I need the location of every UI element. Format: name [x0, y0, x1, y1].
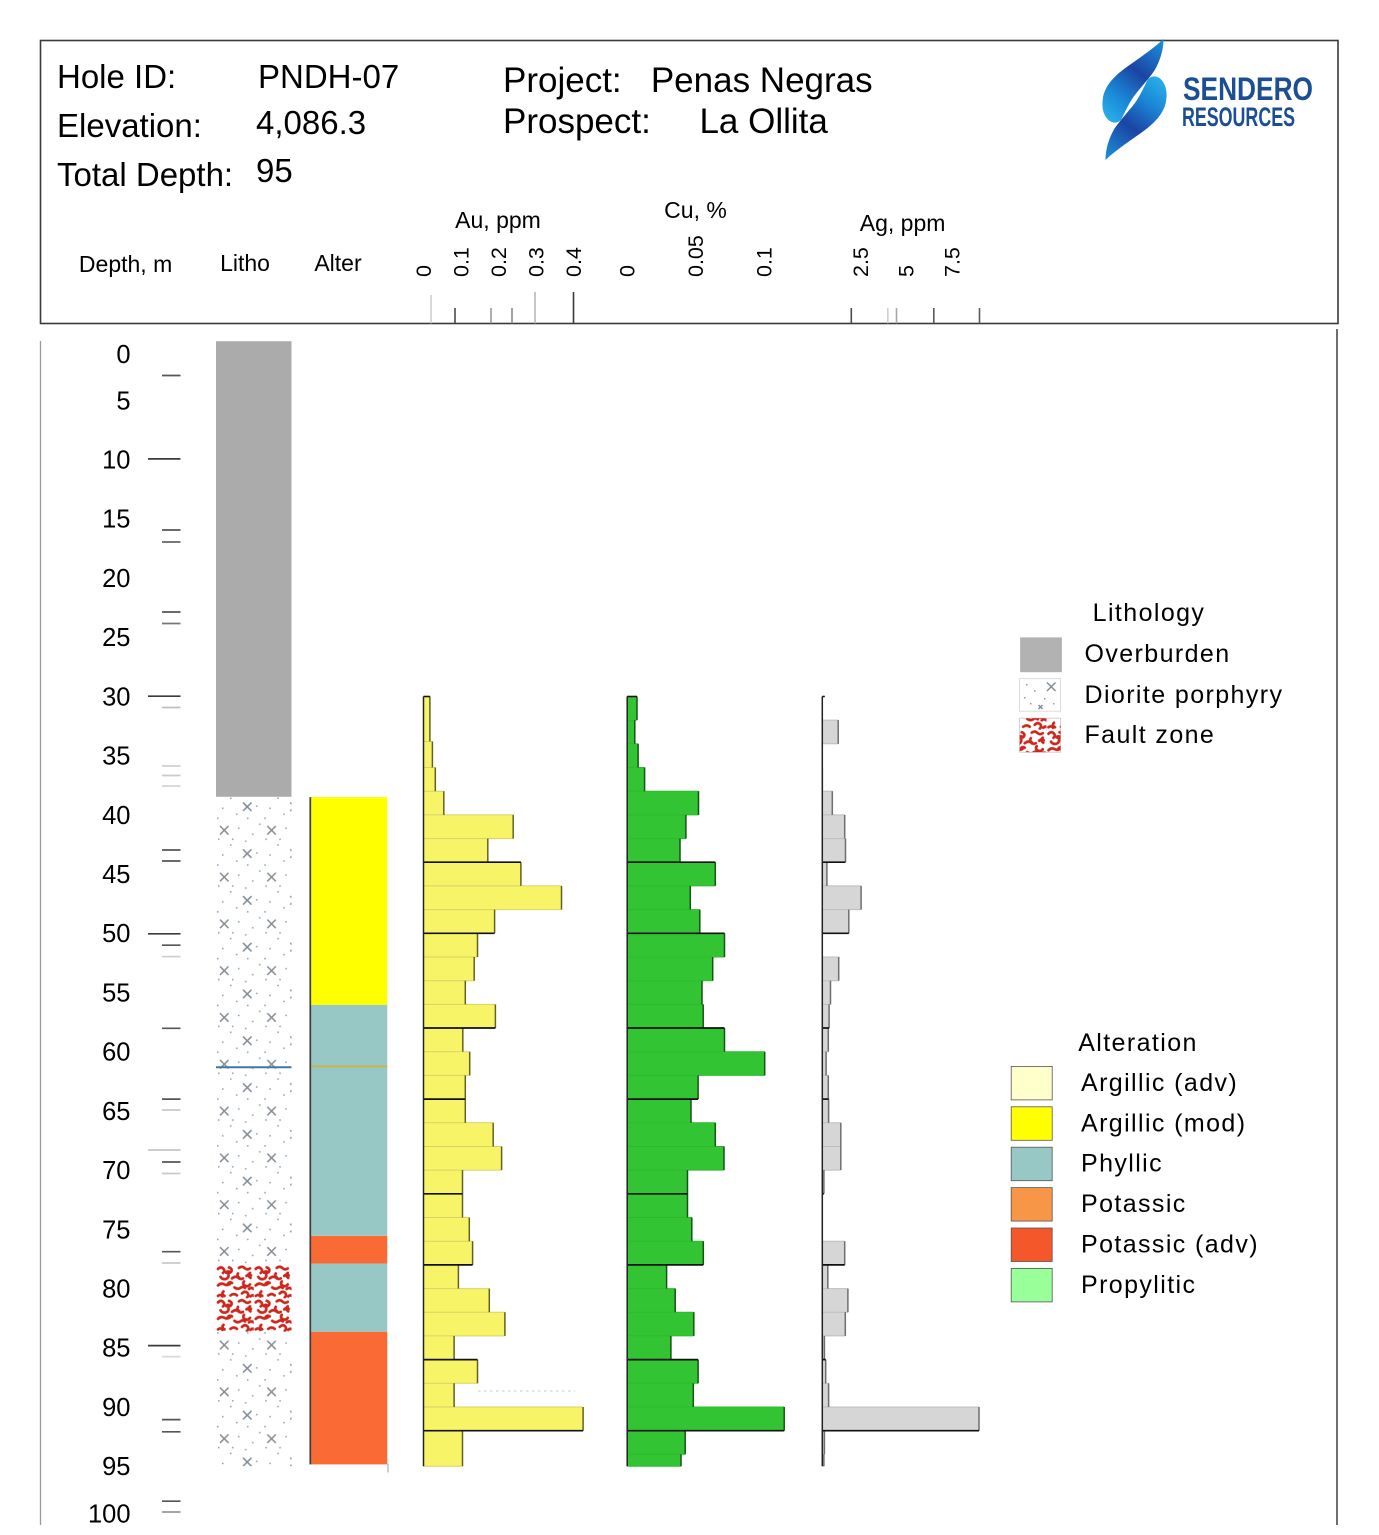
- svg-text:RESOURCES: RESOURCES: [1182, 102, 1295, 132]
- svg-text:Alteration: Alteration: [1078, 1029, 1198, 1057]
- svg-text:5: 5: [116, 387, 130, 415]
- svg-text:0.2: 0.2: [487, 247, 511, 277]
- svg-text:Overburden: Overburden: [1085, 640, 1231, 668]
- svg-text:Potassic (adv): Potassic (adv): [1081, 1231, 1259, 1259]
- svg-text:10: 10: [102, 447, 130, 475]
- svg-text:80: 80: [102, 1276, 130, 1304]
- svg-text:Diorite porphyry: Diorite porphyry: [1085, 681, 1284, 709]
- svg-text:Potassic: Potassic: [1081, 1190, 1187, 1218]
- svg-text:0: 0: [616, 265, 640, 277]
- svg-text:Total Depth:: Total Depth:: [57, 156, 233, 193]
- svg-text:2.5: 2.5: [849, 247, 873, 277]
- svg-text:Cu, %: Cu, %: [664, 197, 727, 223]
- svg-text:5: 5: [895, 265, 919, 277]
- svg-text:25: 25: [102, 624, 130, 652]
- svg-text:Alter: Alter: [314, 250, 362, 276]
- svg-text:Phyllic: Phyllic: [1081, 1150, 1163, 1178]
- svg-text:7.5: 7.5: [941, 247, 965, 277]
- svg-text:Propylitic: Propylitic: [1081, 1271, 1196, 1299]
- svg-text:75: 75: [102, 1216, 130, 1244]
- svg-text:50: 50: [102, 920, 130, 948]
- svg-text:95: 95: [102, 1453, 130, 1481]
- svg-text:20: 20: [102, 565, 130, 593]
- svg-text:0.1: 0.1: [450, 247, 474, 277]
- svg-text:Argillic (adv): Argillic (adv): [1081, 1069, 1238, 1097]
- svg-text:0: 0: [116, 341, 130, 369]
- svg-text:30: 30: [102, 683, 130, 711]
- svg-text:90: 90: [102, 1394, 130, 1422]
- svg-text:0.4: 0.4: [562, 247, 586, 277]
- svg-text:60: 60: [102, 1039, 130, 1067]
- svg-text:4,086.3: 4,086.3: [256, 104, 366, 141]
- svg-text:0: 0: [412, 265, 436, 277]
- svg-text:40: 40: [102, 802, 130, 830]
- svg-text:35: 35: [102, 743, 130, 771]
- svg-text:Depth, m: Depth, m: [79, 251, 172, 277]
- svg-text:0.3: 0.3: [525, 247, 549, 277]
- svg-text:PNDH-07: PNDH-07: [258, 58, 399, 95]
- svg-text:0.05: 0.05: [684, 235, 708, 277]
- svg-text:Argillic (mod): Argillic (mod): [1081, 1109, 1246, 1137]
- svg-text:Hole ID:: Hole ID:: [57, 58, 176, 95]
- svg-text:Au, ppm: Au, ppm: [455, 207, 541, 233]
- svg-text:Litho: Litho: [220, 250, 270, 276]
- svg-text:55: 55: [102, 979, 130, 1007]
- svg-text:Fault zone: Fault zone: [1085, 721, 1216, 749]
- svg-text:70: 70: [102, 1157, 130, 1185]
- svg-text:Project: Penas Negras: Project: Penas Negras: [503, 61, 873, 100]
- svg-text:45: 45: [102, 861, 130, 889]
- svg-text:95: 95: [256, 152, 293, 189]
- svg-text:85: 85: [102, 1335, 130, 1363]
- svg-text:0.1: 0.1: [753, 247, 777, 277]
- svg-text:65: 65: [102, 1098, 130, 1126]
- svg-text:100: 100: [88, 1500, 131, 1528]
- svg-text:Lithology: Lithology: [1093, 599, 1206, 627]
- svg-text:SENDERO: SENDERO: [1183, 71, 1313, 107]
- svg-text:Elevation:: Elevation:: [57, 107, 202, 144]
- svg-text:Ag, ppm: Ag, ppm: [860, 210, 946, 236]
- svg-text:15: 15: [102, 506, 130, 534]
- svg-text:Prospect: La Ollita: Prospect: La Ollita: [503, 102, 828, 141]
